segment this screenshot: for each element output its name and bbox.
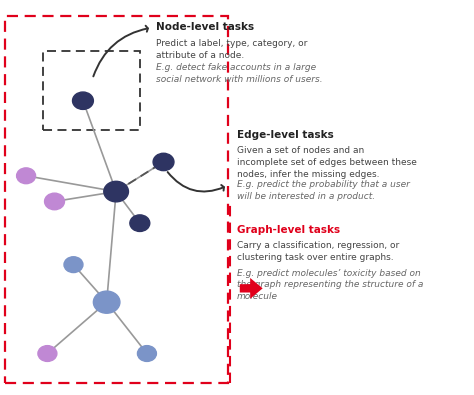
Circle shape xyxy=(104,181,128,202)
Text: Node-level tasks: Node-level tasks xyxy=(156,22,255,32)
Circle shape xyxy=(137,346,156,361)
Bar xyxy=(43,51,140,130)
Text: E.g. predict molecules’ toxicity based on
the graph representing the structure o: E.g. predict molecules’ toxicity based o… xyxy=(237,269,423,301)
Text: Given a set of nodes and an
incomplete set of edges between these
nodes, infer t: Given a set of nodes and an incomplete s… xyxy=(237,146,417,179)
Text: Graph-level tasks: Graph-level tasks xyxy=(237,225,340,235)
Circle shape xyxy=(17,168,36,184)
Text: E.g. detect fake accounts in a large
social network with millions of users.: E.g. detect fake accounts in a large soc… xyxy=(156,63,323,84)
Circle shape xyxy=(73,92,93,109)
Text: E.g. predict the probability that a user
will be interested in a product.: E.g. predict the probability that a user… xyxy=(237,180,410,201)
Circle shape xyxy=(38,346,57,361)
Text: Edge-level tasks: Edge-level tasks xyxy=(237,130,334,140)
Circle shape xyxy=(153,153,174,171)
Text: Predict a label, type, category, or
attribute of a node.: Predict a label, type, category, or attr… xyxy=(156,40,308,60)
Circle shape xyxy=(130,215,150,231)
Circle shape xyxy=(64,257,83,273)
Circle shape xyxy=(45,193,64,210)
Bar xyxy=(5,16,228,383)
Circle shape xyxy=(93,291,120,313)
Text: Carry a classification, regression, or
clustering task over entire graphs.: Carry a classification, regression, or c… xyxy=(237,241,399,262)
